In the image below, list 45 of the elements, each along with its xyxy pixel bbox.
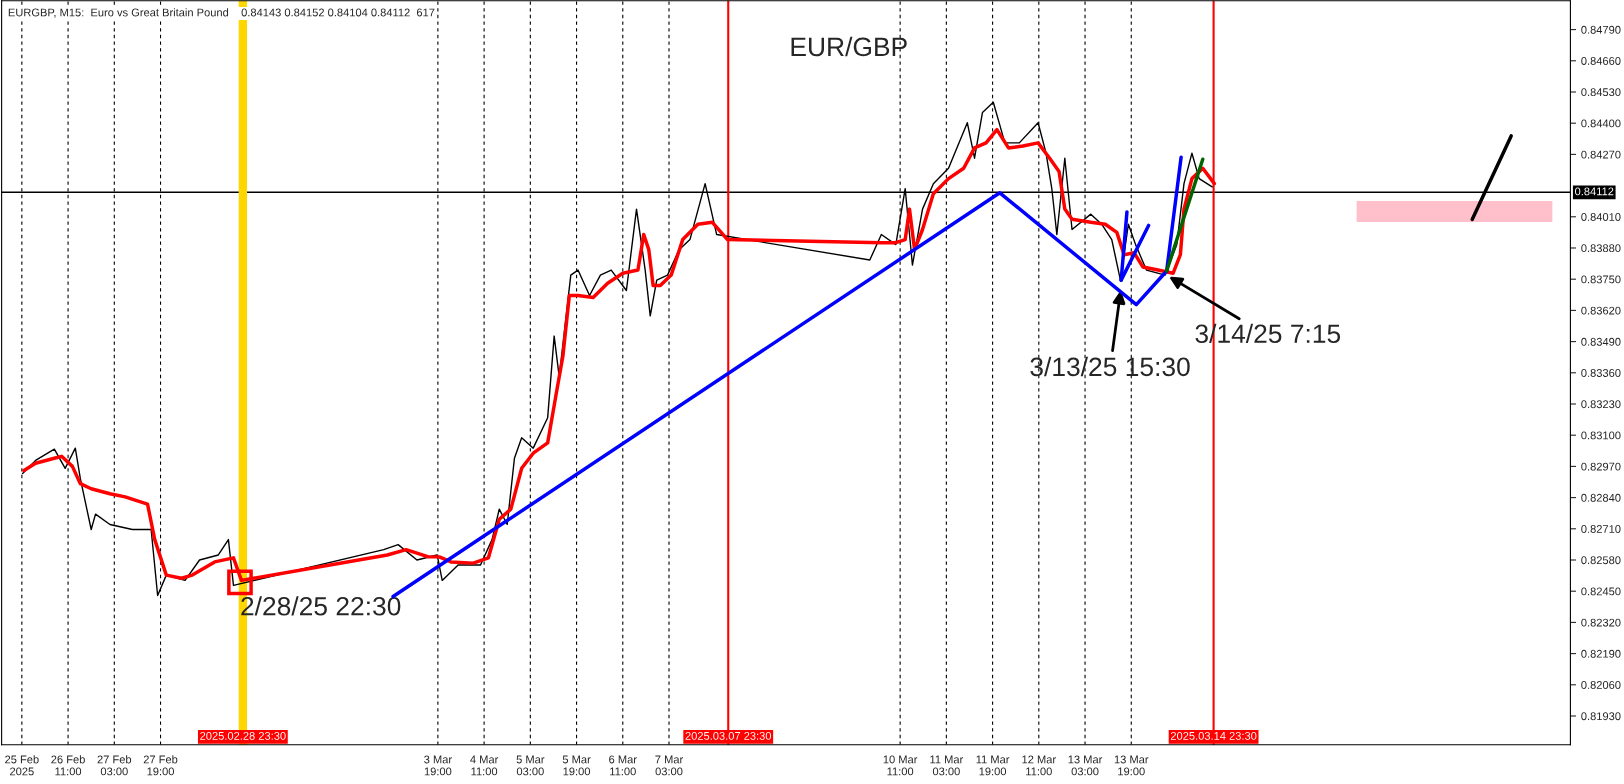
y-tick-label: 0.82970 [1581,462,1621,471]
y-tick-label: 0.84790 [1581,25,1621,34]
y-tick-label: 0.84270 [1581,150,1621,159]
ref-line-label: 2025.02.28 23:30 [200,731,286,740]
y-tick-label: 0.84660 [1581,57,1621,65]
x-tick-label: 27 Feb 03:00 [97,755,132,776]
x-tick-label: 10 Mar 11:00 [883,755,918,776]
x-tick-label: 25 Feb 2025 [5,755,39,776]
y-tick-label: 0.82840 [1581,493,1621,502]
y-tick-label: 0.83360 [1581,369,1621,377]
x-tick-label: 27 Feb 19:00 [143,755,178,776]
y-tick-label: 0.83490 [1581,337,1621,346]
x-tick-label: 7 Mar 03:00 [655,755,684,776]
text: EUR/GBP [791,36,907,57]
y-tick-label: 0.84530 [1581,88,1621,97]
x-tick-label: 13 Mar 19:00 [1114,755,1149,776]
x-tick-label: 12 Mar 11:00 [1022,755,1056,776]
annotation: 3/13/25 15:30 [1030,356,1190,377]
x-tick-label: 26 Feb 11:00 [51,755,85,776]
x-tick-label: 5 Mar 03:00 [516,755,545,776]
y-tick-label: 0.83880 [1581,244,1621,253]
y-tick-label: 0.83230 [1581,400,1621,409]
y-tick-label: 0.81930 [1581,712,1621,721]
y-tick-label: 0.82320 [1581,618,1621,627]
y-tick-label: 0.82450 [1581,587,1621,596]
x-tick-label: 13 Mar 03:00 [1068,755,1103,776]
x-tick-label: 11 Mar 19:00 [976,755,1010,776]
y-tick-label: 0.84010 [1581,213,1621,221]
x-tick-label: 11 Mar 03:00 [930,755,964,776]
y-tick-label: 0.82060 [1581,681,1621,689]
x-tick-label: 3 Mar 19:00 [424,755,452,776]
text: EURGBP, M15: Euro vs Great Britain Pound 0.84143 0.84152 0.84104 0.84112 617 [8,8,435,18]
y-tick-label: 0.82580 [1581,556,1621,565]
x-tick-label: 6 Mar 11:00 [609,755,637,776]
y-tick-label: 0.82710 [1581,525,1621,533]
y-tick-label: 0.82190 [1581,649,1621,658]
y-tick-label: 0.83100 [1581,431,1621,440]
ref-line-label: 0.84112 [1575,187,1614,196]
ref-line-label: 2025.03.14 23:30 [1170,731,1257,740]
y-tick-label: 0.83620 [1581,306,1621,315]
ref-line-label: 2025.03.07 23:30 [685,731,772,740]
x-tick-label: 5 Mar 19:00 [562,755,591,776]
y-tick-label: 0.83750 [1581,275,1621,284]
y-tick-label: 0.84400 [1581,119,1621,128]
x-tick-label: 4 Mar 11:00 [470,755,499,776]
